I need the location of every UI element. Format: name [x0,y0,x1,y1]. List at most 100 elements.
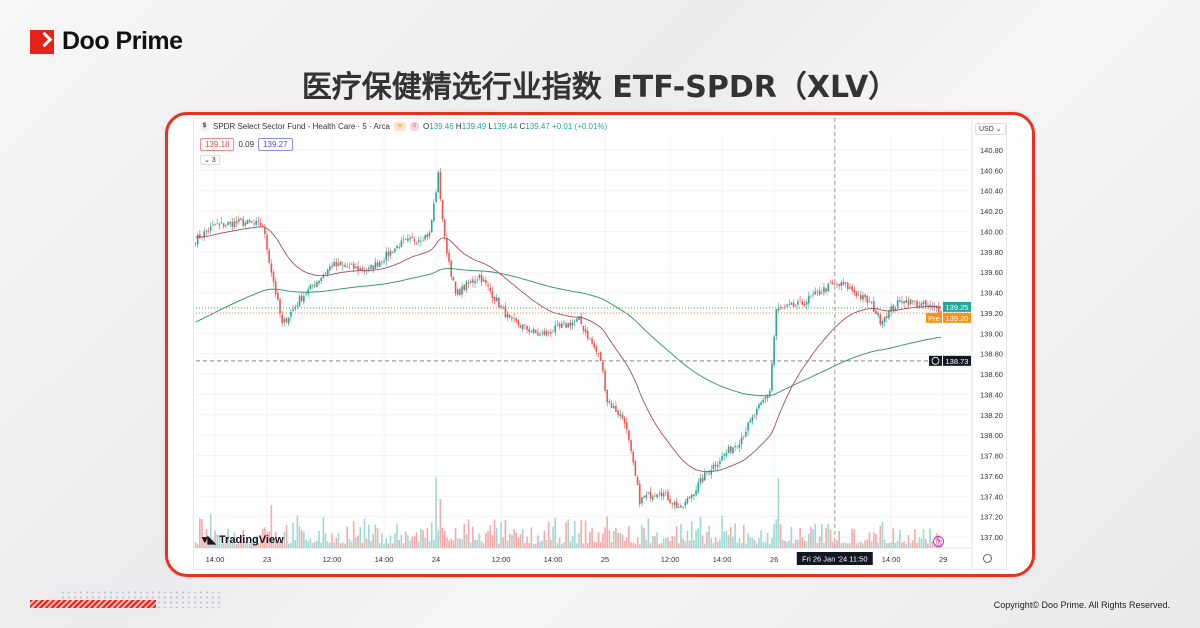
candle-body [225,225,227,227]
volume-bar [872,532,875,548]
candle-body [448,252,450,262]
volume-bar [355,537,357,548]
x-tick-label: 12:00 [661,555,680,564]
candle-body [270,263,273,273]
candle-body [426,234,429,238]
candle-body [404,238,407,240]
volume-bar [734,523,736,548]
volume-bar [851,528,853,548]
volume-bar [268,531,270,548]
volume-bar [677,543,680,548]
candle-body [820,293,823,294]
volume-bar [755,543,758,548]
volume-bar [634,543,637,548]
volume-bar [498,543,500,548]
candle-body [628,430,630,441]
volume-bar [563,541,565,548]
candle-body [216,223,218,225]
volume-bar [300,530,303,548]
candle-body [833,283,836,285]
indicators-toggle-button[interactable]: ⌄ 3 [200,155,220,165]
candle-body [784,306,786,307]
candle-body [290,311,292,317]
volume-bar [792,543,795,548]
candle-body [212,224,214,226]
volume-bar [259,540,262,548]
candle-body [799,300,801,302]
volume-bar [534,543,537,548]
volume-bar [400,534,403,548]
candle-body [489,287,492,292]
candle-body [877,312,879,316]
volume-bar [712,543,715,548]
candle-body [502,307,505,308]
candle-body [738,444,741,448]
candle-body [376,262,379,267]
volume-bar [775,519,778,548]
candle-body [430,219,433,233]
settings-icon[interactable] [983,554,992,563]
volume-bar [686,530,689,548]
volume-bar [901,542,903,548]
volume-bar [456,538,459,548]
sell-button[interactable]: 139.18 [200,138,235,151]
candle-body [593,343,596,348]
volume-bar [684,541,687,548]
candle-body [608,401,611,403]
x-tick-label: 12:00 [323,555,342,564]
volume-bar [602,533,604,548]
volume-bar [426,528,429,548]
volume-bar [346,526,349,548]
candle-body [634,461,637,476]
volume-bar [638,543,641,548]
candle-body [320,277,323,282]
candle-body [831,282,834,285]
volume-bar [580,520,583,548]
volume-bar [898,529,901,548]
candle-body [671,503,674,505]
candle-body [266,234,268,250]
lightning-icon[interactable]: ϟ [933,536,944,547]
x-tick-label: 12:00 [492,555,511,564]
candle-body [313,284,316,287]
candle-body [786,304,788,307]
candle-body [303,296,305,302]
candle-body [677,507,680,508]
candle-body [292,309,294,311]
volume-bar [885,543,888,548]
candle-body [452,276,455,281]
volume-bar [339,543,342,548]
candle-body [894,308,897,311]
market-hours-sun-icon[interactable]: ☀ [393,122,406,131]
data-status-icon[interactable]: ≡ [409,122,419,131]
candle-body [591,338,593,344]
currency-select[interactable]: USD ⌄ [975,123,1006,135]
candle-body [541,332,544,334]
candle-body [866,295,869,303]
candle-body [235,221,238,224]
candle-body [439,172,442,200]
candle-body [838,284,840,286]
volume-bar [378,543,381,548]
volume-bar [682,538,684,548]
volume-bar [723,531,726,548]
candle-body [500,305,502,308]
volume-bar [890,542,892,548]
volume-bar [508,534,511,548]
buy-button[interactable]: 139.27 [258,138,293,151]
volume-bar [771,538,773,548]
candle-body [905,299,908,303]
volume-bar [797,539,799,548]
candle-body [350,264,353,265]
volume-bar [654,536,656,548]
volume-bar [812,528,814,548]
candle-body [372,265,375,270]
candle-body [918,305,921,308]
candle-body [361,267,364,271]
volume-bar [203,537,205,548]
candle-body [456,289,459,295]
candle-body [411,237,414,239]
candle-body [794,305,797,306]
symbol-name[interactable]: SPDR Select Sector Fund - Health Care · … [213,122,390,131]
